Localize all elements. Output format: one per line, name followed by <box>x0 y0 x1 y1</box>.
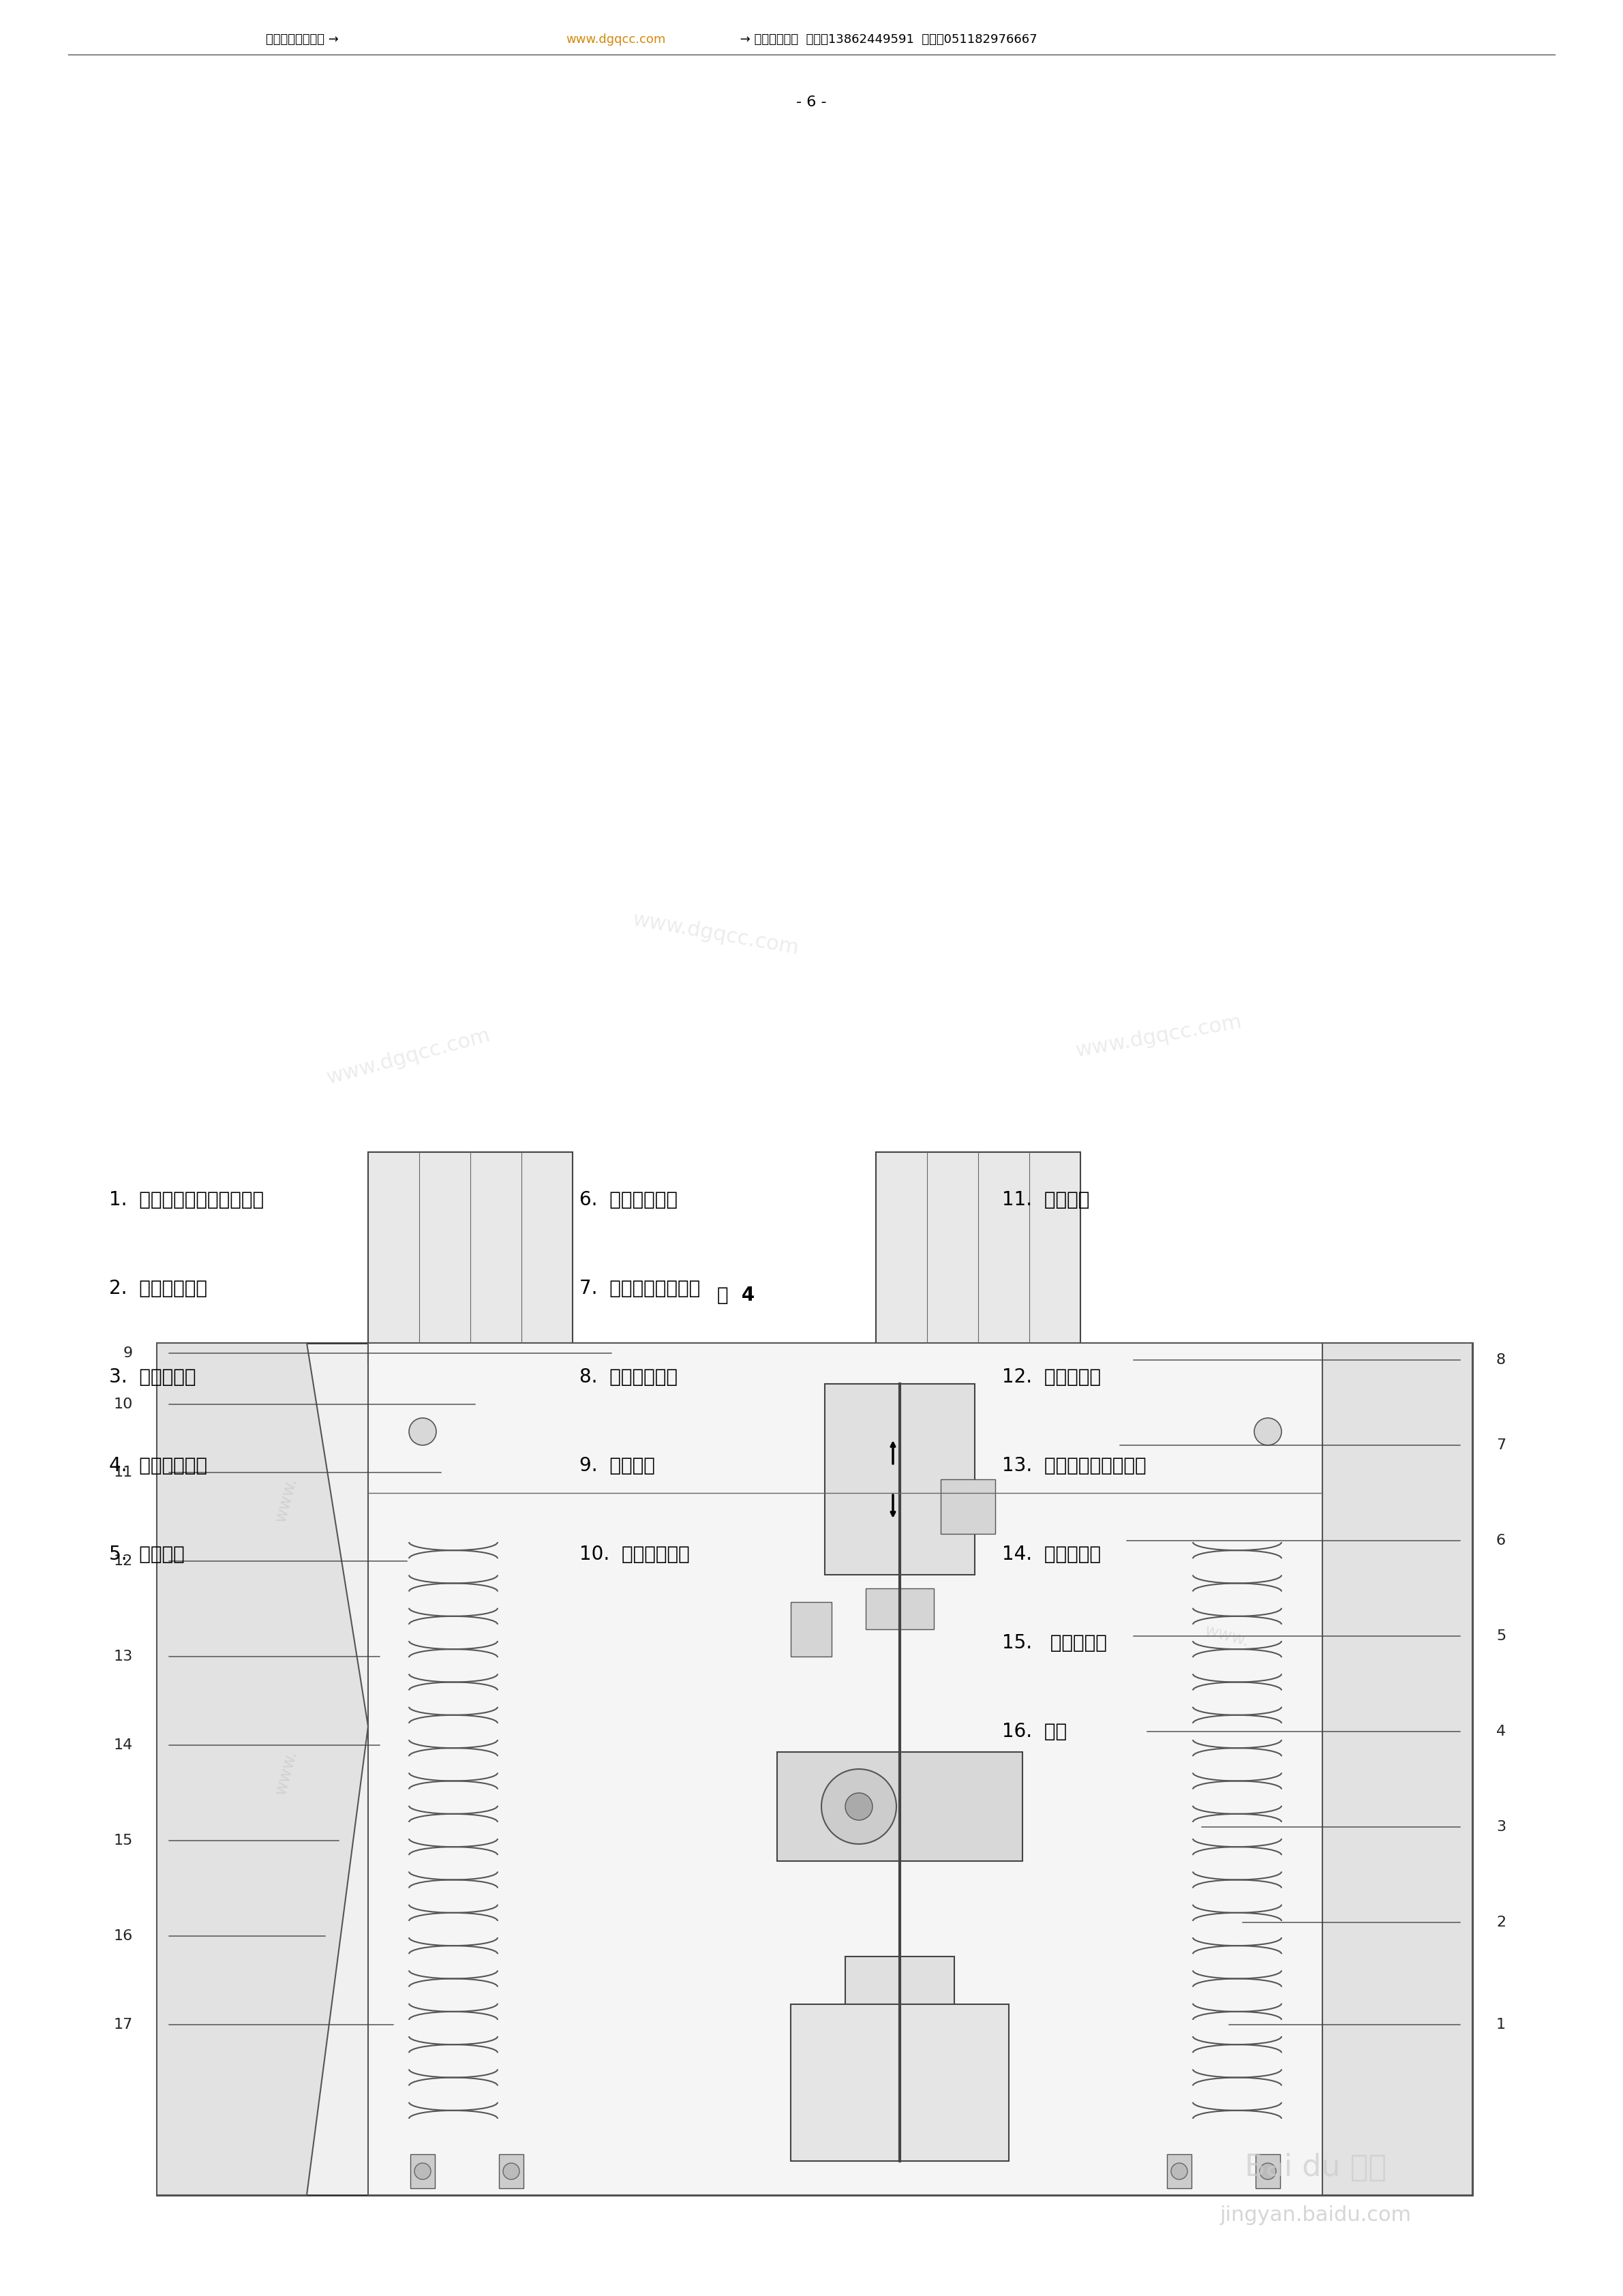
Text: www.dgqcc.com: www.dgqcc.com <box>631 909 800 957</box>
Text: 1.  储能开关到腕用微动开关: 1. 储能开关到腕用微动开关 <box>109 1189 265 1210</box>
Text: 6: 6 <box>1496 1534 1506 1548</box>
Text: www.: www. <box>273 1476 300 1525</box>
Circle shape <box>821 1768 896 1844</box>
Text: 2: 2 <box>1496 1915 1506 1929</box>
Text: 14.  储能保持轴: 14. 储能保持轴 <box>1001 1545 1100 1564</box>
Text: 4.  储能保持搴子: 4. 储能保持搴子 <box>109 1456 208 1476</box>
Text: 8.  电机传动链轮: 8. 电机传动链轮 <box>579 1368 677 1387</box>
Circle shape <box>409 1419 437 1444</box>
Text: 2.  储能传动链轮: 2. 储能传动链轮 <box>109 1279 208 1297</box>
Bar <box>368 1343 1323 2195</box>
Text: 7.  手动储能传动蜗轮: 7. 手动储能传动蜗轮 <box>579 1279 700 1297</box>
Bar <box>790 2004 1010 2161</box>
Text: 10.  联锁传动弯板: 10. 联锁传动弯板 <box>579 1545 690 1564</box>
Bar <box>876 1153 1081 1364</box>
Text: 6.  手动储能蜗杆: 6. 手动储能蜗杆 <box>579 1189 677 1210</box>
Text: jingyan.baidu.com: jingyan.baidu.com <box>1220 2206 1412 2225</box>
Text: 12: 12 <box>114 1554 133 1568</box>
Polygon shape <box>1261 1343 1472 2195</box>
Circle shape <box>1255 1419 1282 1444</box>
Text: 4: 4 <box>1496 1724 1506 1738</box>
Text: 5.  储能拉簧: 5. 储能拉簧 <box>109 1545 185 1564</box>
Text: www.: www. <box>1203 1623 1251 1651</box>
Text: 3.  储能传动轮: 3. 储能传动轮 <box>109 1368 196 1387</box>
Text: www.: www. <box>273 1747 300 1798</box>
Text: - 6 -: - 6 - <box>795 96 826 110</box>
Text: 15: 15 <box>114 1835 133 1848</box>
Text: 16.  凸轮: 16. 凸轮 <box>1001 1722 1066 1740</box>
Bar <box>1167 2154 1191 2188</box>
Text: 9.  储能电机: 9. 储能电机 <box>579 1456 656 1476</box>
Bar <box>777 1752 1022 1862</box>
Text: 9: 9 <box>123 1345 133 1359</box>
Bar <box>1256 2154 1281 2188</box>
Circle shape <box>503 2163 519 2179</box>
Text: 图  4: 图 4 <box>717 1286 755 1304</box>
Text: 镇江市电工器材厂 →: 镇江市电工器材厂 → <box>266 34 342 46</box>
Text: Bai du 经验: Bai du 经验 <box>1245 2154 1386 2183</box>
Text: 8: 8 <box>1496 1352 1506 1366</box>
Circle shape <box>1259 2163 1276 2179</box>
Text: 11.  传动链条: 11. 传动链条 <box>1001 1189 1089 1210</box>
Text: 3: 3 <box>1496 1821 1506 1835</box>
Text: 16: 16 <box>114 1929 133 1942</box>
Text: 14: 14 <box>114 1738 133 1752</box>
Bar <box>411 2154 435 2188</box>
Text: 13: 13 <box>114 1651 133 1662</box>
Bar <box>368 1153 573 1364</box>
Text: 17: 17 <box>114 2018 133 2032</box>
Text: 7: 7 <box>1496 1437 1506 1451</box>
Text: www.dgqcc.com: www.dgqcc.com <box>566 34 665 46</box>
Text: 1: 1 <box>1496 2018 1506 2032</box>
Bar <box>941 1479 995 1534</box>
Bar <box>824 1384 975 1575</box>
FancyBboxPatch shape <box>157 1343 1472 2195</box>
Circle shape <box>1172 2163 1188 2179</box>
Text: www.dgqcc.com: www.dgqcc.com <box>1074 1013 1243 1061</box>
Polygon shape <box>157 1343 368 2195</box>
Circle shape <box>846 1793 873 1821</box>
Text: www.dgqcc.com: www.dgqcc.com <box>325 1026 493 1088</box>
Text: 12.  闭锁电磁铁: 12. 闭锁电磁铁 <box>1001 1368 1100 1387</box>
Text: 13.  闭锁电磁铁闭锁铁芯: 13. 闭锁电磁铁闭锁铁芯 <box>1001 1456 1146 1476</box>
Bar <box>865 1589 933 1630</box>
Text: → 联系人：何明  手机：13862449591  电话：051182976667: → 联系人：何明 手机：13862449591 电话：051182976667 <box>737 34 1037 46</box>
Text: 10: 10 <box>114 1398 133 1412</box>
Bar <box>790 1603 831 1655</box>
Circle shape <box>414 2163 430 2179</box>
Bar <box>498 2154 524 2188</box>
Text: 15.   传动凸轮轴: 15. 传动凸轮轴 <box>1001 1632 1107 1653</box>
Bar <box>846 1956 954 2080</box>
Text: 5: 5 <box>1496 1630 1506 1644</box>
Text: 11: 11 <box>114 1465 133 1479</box>
